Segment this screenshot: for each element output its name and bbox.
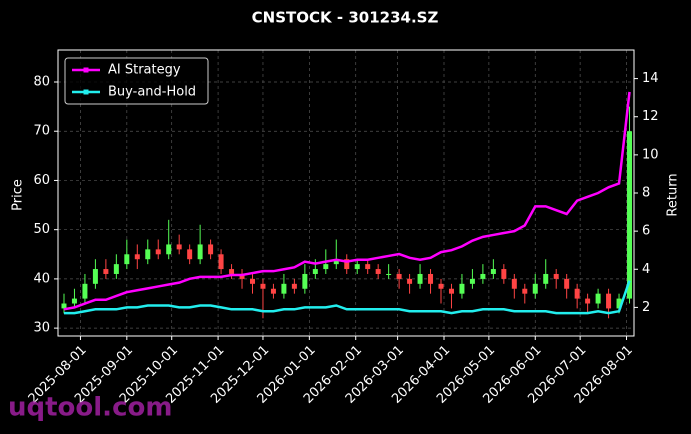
candle-body: [82, 283, 88, 299]
candle-body: [333, 259, 339, 265]
y2-tick-label: 6: [642, 224, 650, 239]
y-tick-label: 30: [33, 321, 50, 336]
candle-body: [407, 278, 413, 284]
candle-body: [92, 269, 98, 284]
candle-body: [522, 288, 528, 294]
y2-tick-label: 4: [642, 262, 650, 277]
candle-body: [501, 269, 507, 279]
candle-body: [260, 283, 266, 289]
candle-body: [365, 264, 371, 270]
candle-body: [543, 273, 549, 284]
y2-tick-label: 2: [642, 300, 650, 315]
legend-label: Buy-and-Hold: [108, 85, 196, 100]
candle-body: [386, 273, 392, 275]
candle-body: [448, 288, 454, 294]
candle-body: [511, 278, 517, 289]
candle-body: [270, 288, 276, 294]
candle-body: [302, 273, 308, 289]
candle-body: [323, 264, 329, 270]
y2-tick-label: 10: [642, 147, 659, 162]
candle-body: [229, 269, 235, 274]
y-tick-label: 60: [33, 173, 50, 188]
candle-body: [606, 293, 612, 309]
y-tick-label: 50: [33, 222, 50, 237]
legend-box: [64, 57, 209, 105]
y-axis-label: Price: [11, 179, 26, 211]
candle-body: [375, 269, 381, 274]
candle-body: [417, 273, 423, 284]
candle-body: [354, 264, 360, 270]
candle-body: [145, 249, 151, 260]
candle-body: [312, 269, 318, 274]
candle-body: [61, 303, 67, 309]
candle-body: [71, 298, 77, 304]
candle-body: [124, 254, 130, 265]
legend-marker: [83, 89, 89, 95]
candle-body: [291, 283, 297, 289]
candle-body: [574, 288, 580, 299]
series-line: [63, 91, 631, 311]
candle-body: [134, 254, 140, 260]
candle-body: [438, 283, 444, 289]
candle-body: [239, 273, 245, 279]
candle-body: [197, 244, 203, 260]
candle-body: [459, 283, 465, 294]
candle-body: [532, 283, 538, 294]
series-line: [63, 280, 631, 315]
candle-body: [553, 273, 559, 279]
candle-body: [176, 244, 182, 250]
chart-title: CNSTOCK - 301234.SZ: [252, 9, 439, 27]
y-tick-label: 40: [33, 271, 50, 286]
legend-label: AI Strategy: [108, 63, 181, 78]
candle-body: [428, 273, 434, 284]
candle-body: [249, 278, 255, 284]
y-tick-label: 70: [33, 124, 50, 139]
plot-frame: [57, 49, 635, 337]
watermark: uqtool.com: [8, 393, 172, 423]
y2-tick-label: 14: [642, 71, 659, 86]
legend-marker: [83, 67, 89, 73]
candle-body: [469, 278, 475, 284]
candle-body: [208, 244, 214, 255]
y-tick-label: 80: [33, 74, 50, 89]
candle-body: [113, 264, 119, 274]
candle-body: [103, 269, 109, 274]
y2-tick-label: 12: [642, 109, 659, 124]
candle-body: [564, 278, 570, 289]
candle-body: [480, 273, 486, 279]
y2-axis-label: Return: [666, 173, 681, 216]
candle-body: [616, 298, 622, 309]
candle-body: [396, 273, 402, 279]
candle-body: [187, 249, 193, 260]
candle-body: [595, 293, 601, 304]
candle-body: [155, 249, 161, 255]
candle-body: [490, 269, 496, 274]
candle-body: [166, 244, 172, 255]
legend: AI Strategy Buy-and-Hold: [64, 57, 209, 105]
candle-body: [585, 298, 591, 304]
candle-body: [344, 259, 350, 270]
candle-body: [627, 131, 633, 299]
y2-tick-label: 8: [642, 186, 650, 201]
candle-body: [281, 283, 287, 294]
candle-body: [218, 254, 224, 270]
